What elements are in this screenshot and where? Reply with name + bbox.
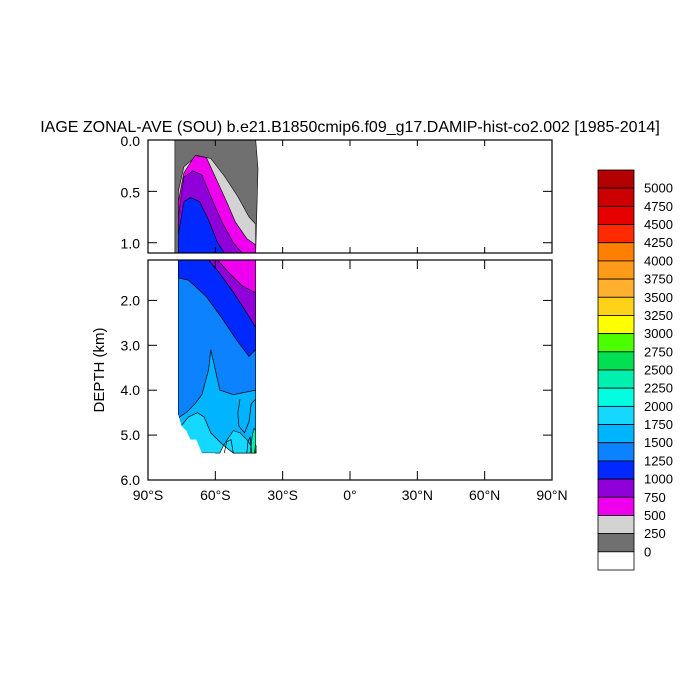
- colorbar-label: 750: [644, 490, 666, 505]
- contour-line: [246, 436, 253, 454]
- contour-lines: [223, 398, 256, 454]
- chart-title: IAGE ZONAL-AVE (SOU) b.e21.B1850cmip6.f0…: [40, 119, 660, 136]
- x-axis: 90°S 60°S 30°S 0° 30°N 60°N 90°N: [133, 140, 568, 503]
- colorbar-label: 0: [644, 544, 651, 559]
- colorbar-label: 4250: [644, 235, 673, 250]
- colorbar-label: 3500: [644, 290, 673, 305]
- y-tick-label-upper: 0.0: [121, 133, 141, 149]
- colorbar-label: 250: [644, 526, 666, 541]
- colorbar-label: 2750: [644, 344, 673, 359]
- x-tick-label: 90°S: [133, 487, 164, 503]
- colorbar-swatch: [597, 333, 635, 353]
- y-tick-label-lower: 2.0: [121, 292, 141, 308]
- colorbar-swatch: [597, 278, 635, 298]
- contour-line: [237, 398, 256, 434]
- colorbar-label: 3750: [644, 272, 673, 287]
- colorbar-label: 1000: [644, 472, 673, 487]
- x-tick-label: 60°S: [200, 487, 231, 503]
- colorbar-label: 2250: [644, 381, 673, 396]
- colorbar-swatch: [597, 296, 635, 316]
- colorbar-swatch: [597, 224, 635, 244]
- colorbar-legend: 5000475045004250400037503500325030002750…: [597, 169, 673, 571]
- colorbar-swatch: [597, 260, 635, 280]
- x-tick-label: 30°S: [267, 487, 298, 503]
- colorbar-swatch: [597, 405, 635, 425]
- colorbar-swatch: [597, 169, 635, 189]
- colorbar-swatch: [597, 369, 635, 389]
- colorbar-label: 5000: [644, 181, 673, 196]
- colorbar-label: 4750: [644, 199, 673, 214]
- colorbar-swatch: [597, 496, 635, 516]
- y-tick-label-upper: 1.0: [121, 236, 141, 252]
- colorbar-label: 500: [644, 508, 666, 523]
- missing-bathymetry: [176, 414, 216, 480]
- colorbar-swatch: [597, 187, 635, 207]
- y-axis-label: DEPTH (km): [91, 328, 108, 413]
- y-tick-label-lower: 5.0: [121, 427, 141, 443]
- lower-fill-2750: [254, 448, 257, 454]
- colorbar-swatch: [597, 205, 635, 225]
- upper-panel-field: [174, 139, 259, 254]
- colorbar-label: 3000: [644, 326, 673, 341]
- colorbar-label: 1750: [644, 417, 673, 432]
- colorbar-label: 4500: [644, 217, 673, 232]
- contour-line: [223, 439, 234, 454]
- colorbar-swatch: [597, 515, 635, 535]
- colorbar-swatch: [597, 315, 635, 335]
- x-tick-label: 60°N: [469, 487, 500, 503]
- colorbar-swatch: [597, 460, 635, 480]
- colorbar-label: 1500: [644, 435, 673, 450]
- colorbar-swatch: [597, 387, 635, 407]
- colorbar-label: 2000: [644, 399, 673, 414]
- y-tick-label-lower: 4.0: [121, 382, 141, 398]
- y-tick-label-lower: 6.0: [121, 472, 141, 488]
- y-tick-label-upper: 0.5: [121, 184, 141, 200]
- lower-panel-field: [176, 259, 257, 480]
- colorbar-label: 4000: [644, 253, 673, 268]
- colorbar-label: 3250: [644, 308, 673, 323]
- y-axis: 0.0 0.5 1.0 2.0 3.0 4.0 5.0 6.0: [121, 133, 552, 488]
- colorbar-label: 2500: [644, 363, 673, 378]
- colorbar-swatch: [597, 351, 635, 371]
- colorbar-swatch: [597, 442, 635, 462]
- y-tick-label-lower: 3.0: [121, 337, 141, 353]
- colorbar-swatch: [597, 533, 635, 553]
- colorbar-swatch: [597, 424, 635, 444]
- colorbar-swatch: [597, 242, 635, 262]
- x-tick-label: 90°N: [536, 487, 567, 503]
- colorbar-swatch: [597, 551, 635, 571]
- x-tick-label: 0°: [343, 487, 356, 503]
- x-tick-label: 30°N: [402, 487, 433, 503]
- colorbar-swatch: [597, 478, 635, 498]
- colorbar-label: 1250: [644, 453, 673, 468]
